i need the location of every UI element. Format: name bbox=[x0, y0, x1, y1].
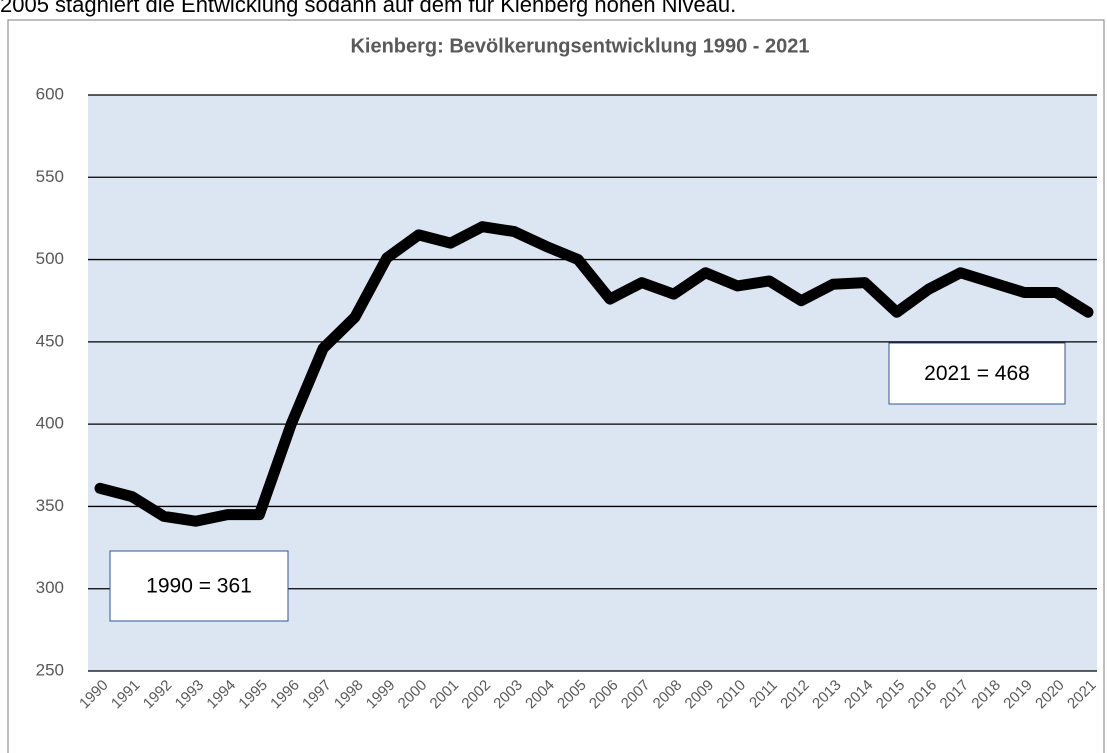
y-tick-label: 550 bbox=[36, 167, 64, 186]
annotation: 1990 = 361 bbox=[146, 575, 252, 598]
page-text: 2005 stagniert die Entwicklung sodann au… bbox=[0, 0, 736, 17]
chart-title: Kienberg: Bevölkerungsentwicklung 1990 -… bbox=[350, 35, 809, 57]
y-tick-label: 600 bbox=[36, 84, 64, 103]
y-tick-label: 350 bbox=[36, 496, 64, 515]
data-line bbox=[94, 221, 1094, 527]
y-tick-label: 500 bbox=[36, 249, 64, 268]
annotation-box bbox=[109, 550, 289, 622]
y-tick-label: 250 bbox=[36, 660, 64, 679]
y-tick-label: 300 bbox=[36, 578, 64, 597]
annotation-box bbox=[888, 342, 1066, 405]
y-tick-label: 450 bbox=[36, 331, 64, 350]
annotation: 2021 = 468 bbox=[924, 362, 1030, 385]
y-tick-label: 400 bbox=[36, 414, 64, 433]
